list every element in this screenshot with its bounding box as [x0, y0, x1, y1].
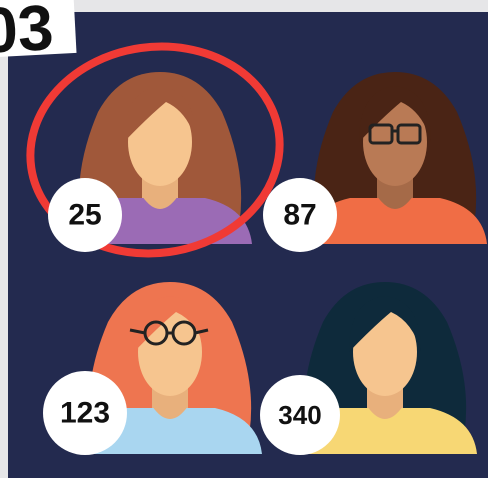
- count: 87: [283, 199, 316, 232]
- graphic: 25 87 123 340 03: [0, 0, 488, 478]
- count: 340: [278, 400, 321, 430]
- page: {"badge": "03", "avatars": [{"label": "2…: [0, 0, 488, 478]
- count: 25: [68, 199, 101, 232]
- count: 123: [60, 397, 110, 430]
- badge-number: 03: [0, 0, 55, 67]
